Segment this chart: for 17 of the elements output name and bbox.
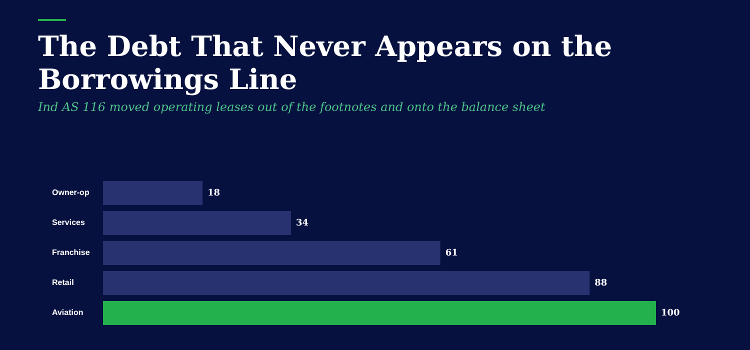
chart-title: The Debt That Never Appears on the Borrowings Line [38, 30, 614, 96]
bar [103, 301, 656, 325]
bar [103, 241, 440, 265]
data-label: 100 [661, 308, 680, 318]
y-tick-label: Franchise [52, 248, 90, 258]
y-tick-label: Aviation [52, 308, 84, 318]
data-label: 88 [594, 278, 608, 288]
data-label: 18 [208, 188, 220, 198]
bar [103, 181, 203, 205]
bar [103, 271, 590, 295]
y-tick-label: Owner-op [52, 188, 90, 198]
chart-subtitle: Ind AS 116 moved operating leases out of the footnotes and onto the balance sheet [38, 100, 546, 114]
bar [103, 211, 292, 235]
data-label: 61 [445, 248, 458, 258]
y-tick-label: Services [52, 218, 86, 228]
y-tick-label: Retail [52, 278, 74, 288]
data-label: 34 [296, 218, 309, 228]
